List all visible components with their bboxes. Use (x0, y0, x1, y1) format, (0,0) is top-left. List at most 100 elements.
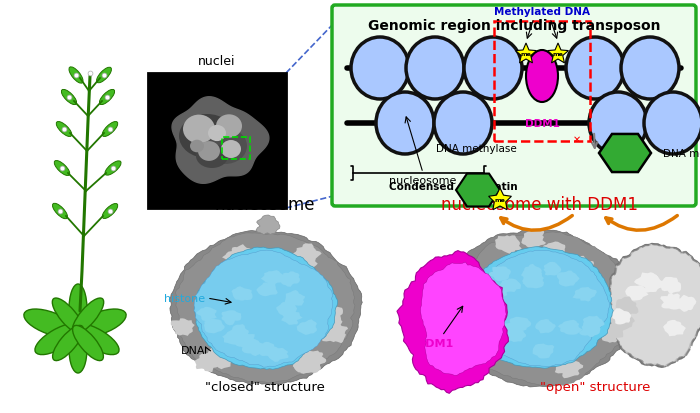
Text: "closed" structure: "closed" structure (205, 380, 325, 393)
Polygon shape (232, 287, 253, 301)
Ellipse shape (196, 145, 228, 169)
Polygon shape (598, 323, 624, 343)
Polygon shape (535, 319, 556, 334)
Text: DDM1: DDM1 (524, 119, 559, 129)
Polygon shape (230, 324, 249, 340)
Text: Genomic region including transposon: Genomic region including transposon (368, 19, 660, 33)
Polygon shape (196, 307, 217, 322)
Polygon shape (195, 353, 223, 372)
Ellipse shape (216, 115, 242, 138)
Ellipse shape (406, 38, 464, 100)
Ellipse shape (35, 324, 81, 355)
Ellipse shape (102, 122, 118, 137)
Polygon shape (234, 333, 254, 347)
Polygon shape (663, 320, 686, 337)
Polygon shape (447, 285, 473, 304)
Ellipse shape (62, 90, 76, 105)
Text: Condensed chromatin: Condensed chromatin (389, 182, 517, 192)
Polygon shape (641, 275, 662, 293)
Ellipse shape (55, 161, 70, 176)
Polygon shape (470, 247, 613, 368)
Polygon shape (284, 290, 305, 306)
Polygon shape (558, 320, 582, 335)
Polygon shape (171, 318, 195, 336)
Ellipse shape (221, 141, 241, 159)
Ellipse shape (74, 309, 126, 337)
Polygon shape (522, 272, 544, 286)
Ellipse shape (179, 115, 235, 159)
FancyBboxPatch shape (148, 74, 286, 209)
Polygon shape (241, 341, 267, 356)
Ellipse shape (99, 90, 115, 105)
Ellipse shape (105, 161, 121, 176)
Polygon shape (281, 311, 302, 325)
Polygon shape (599, 135, 651, 173)
Polygon shape (298, 351, 326, 370)
Polygon shape (608, 312, 635, 331)
Ellipse shape (97, 68, 111, 83)
Ellipse shape (102, 204, 118, 219)
Ellipse shape (198, 142, 220, 161)
Polygon shape (522, 230, 546, 249)
Ellipse shape (52, 298, 84, 334)
Polygon shape (222, 244, 253, 266)
Ellipse shape (69, 325, 87, 373)
Ellipse shape (589, 93, 647, 154)
Text: DNA methylase: DNA methylase (435, 144, 517, 154)
Ellipse shape (73, 325, 104, 361)
Polygon shape (445, 233, 627, 386)
Polygon shape (257, 342, 279, 357)
Ellipse shape (72, 298, 104, 334)
Polygon shape (608, 244, 700, 367)
Ellipse shape (376, 93, 434, 154)
Polygon shape (281, 272, 300, 287)
Polygon shape (500, 279, 521, 292)
Polygon shape (293, 355, 319, 373)
Polygon shape (256, 216, 280, 235)
Polygon shape (579, 322, 601, 337)
Polygon shape (495, 236, 522, 255)
Ellipse shape (351, 38, 409, 100)
Polygon shape (204, 318, 225, 334)
Polygon shape (616, 297, 638, 316)
FancyBboxPatch shape (332, 6, 696, 206)
Polygon shape (523, 276, 544, 289)
Text: nucleosome: nucleosome (389, 176, 456, 185)
Ellipse shape (52, 325, 83, 361)
Text: ✕: ✕ (573, 135, 581, 145)
Polygon shape (458, 332, 483, 349)
Polygon shape (176, 233, 355, 383)
Polygon shape (261, 271, 286, 286)
Polygon shape (489, 267, 511, 281)
Polygon shape (267, 348, 288, 362)
Polygon shape (222, 330, 244, 345)
Ellipse shape (69, 284, 87, 334)
Polygon shape (515, 44, 536, 64)
Ellipse shape (24, 309, 76, 337)
Polygon shape (194, 251, 332, 367)
Polygon shape (256, 282, 278, 297)
Polygon shape (489, 288, 508, 303)
Text: DDM1: DDM1 (416, 338, 454, 348)
Polygon shape (454, 320, 479, 342)
Polygon shape (559, 273, 578, 287)
Text: DNA methylase: DNA methylase (663, 149, 700, 159)
Polygon shape (612, 309, 631, 325)
Polygon shape (208, 348, 233, 369)
Polygon shape (315, 305, 343, 324)
Polygon shape (456, 174, 500, 207)
Polygon shape (583, 316, 605, 330)
Polygon shape (659, 277, 681, 294)
Text: "open" structure: "open" structure (540, 380, 650, 393)
Ellipse shape (203, 129, 247, 165)
Polygon shape (533, 344, 554, 358)
Polygon shape (555, 358, 583, 378)
Polygon shape (547, 44, 568, 64)
Polygon shape (489, 189, 512, 210)
Text: nucleosome: nucleosome (215, 195, 315, 214)
Ellipse shape (526, 51, 558, 103)
Polygon shape (556, 271, 580, 286)
Polygon shape (292, 252, 318, 272)
Polygon shape (573, 287, 597, 302)
Text: DNA: DNA (181, 345, 205, 355)
